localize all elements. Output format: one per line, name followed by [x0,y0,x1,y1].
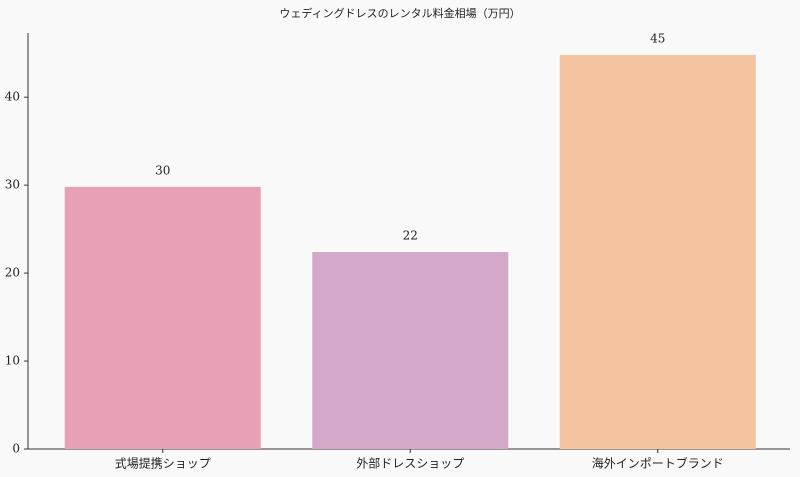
bar [559,54,756,450]
chart-title: ウェディングドレスのレンタル料金相場（万円） [279,6,520,20]
bar [64,186,261,450]
value-label: 45 [650,31,665,45]
y-tick-label: 20 [5,266,20,280]
value-label: 30 [155,163,170,177]
bar [312,251,509,449]
x-tick-label: 外部ドレスショップ [356,456,464,471]
y-tick-label: 30 [5,178,20,192]
value-label: 22 [403,228,418,242]
y-tick-label: 10 [5,354,20,368]
x-tick-label: 式場提携ショップ [115,456,211,471]
y-tick-label: 40 [5,90,20,104]
y-tick-label: 0 [12,442,20,456]
x-tick-label: 海外インポートブランド [592,456,724,471]
